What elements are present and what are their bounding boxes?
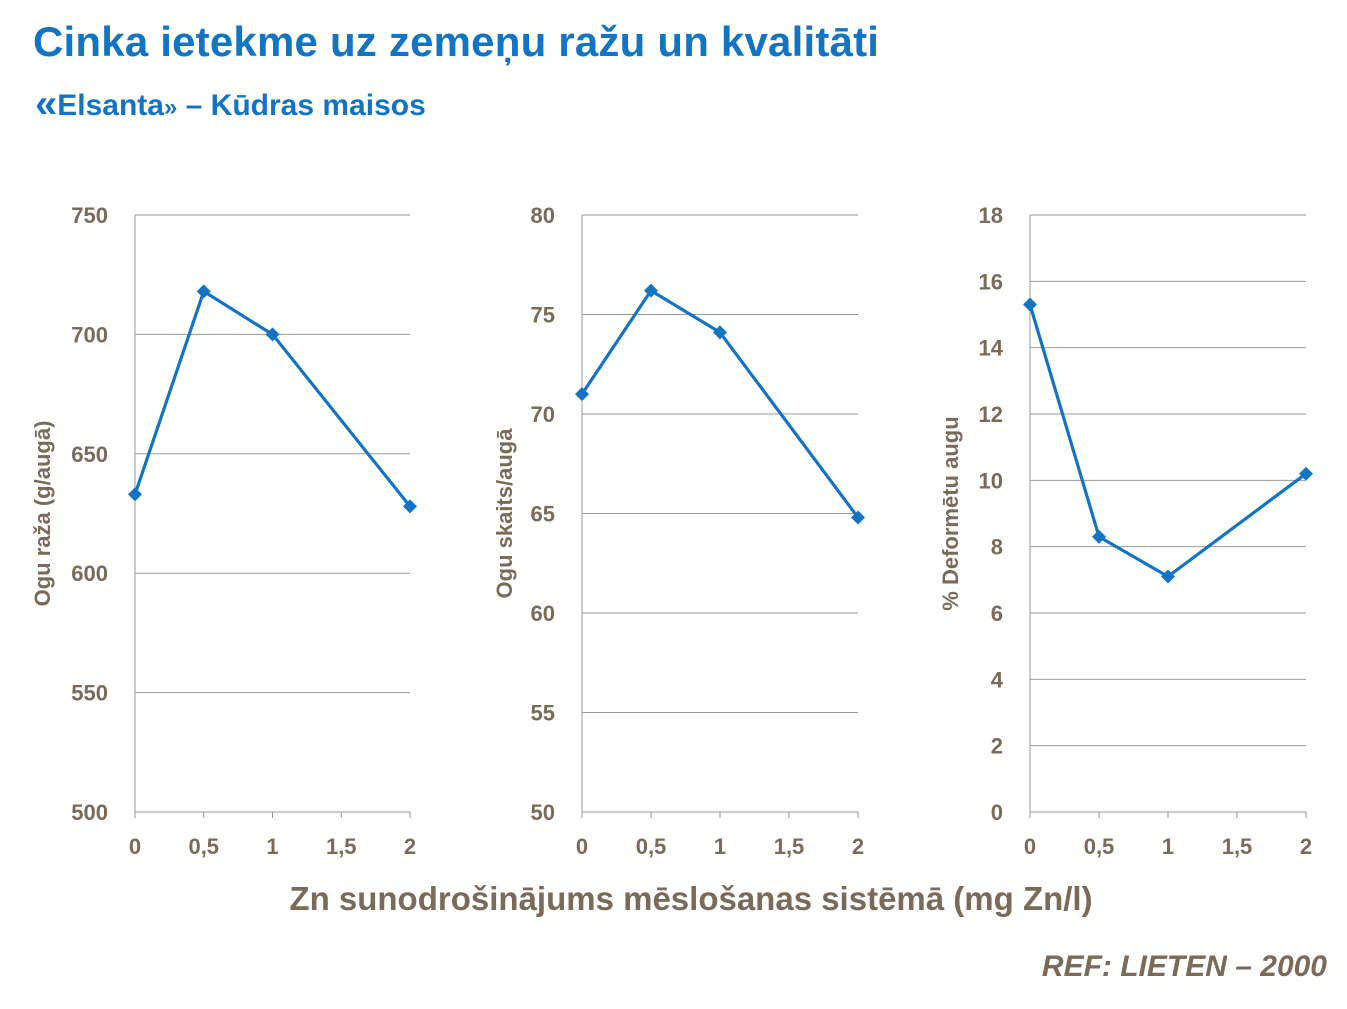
- deformed-x-tick-label: 1: [1162, 834, 1174, 859]
- subtitle-open-quote: «: [35, 82, 58, 126]
- count-series-line: [580, 289, 860, 519]
- deformed-x-tick-label: 1,5: [1222, 834, 1253, 859]
- deformed-x-tick-label: 2: [1300, 834, 1312, 859]
- shared-x-axis-label: Zn sunodrošinājums mēslošanas sistēmā (m…: [289, 880, 1093, 917]
- subtitle-variety: Elsanta: [57, 89, 164, 122]
- deformed-y-tick-label: 2: [991, 734, 1003, 759]
- chart-berry-count: 50 55 60 65 70 75 80 0 0,5 1 1,5 2 Ogu skaits/augā: [492, 203, 865, 859]
- yield-x-tick-label: 1,5: [326, 834, 357, 859]
- chart-deformed-plants: 0 2 4 6 8 10 12 14 16 18 0 0,5 1 1,5 2 % Deformētu augu: [938, 203, 1313, 859]
- deformed-x-tick-label: 0,5: [1084, 834, 1115, 859]
- deformed-y-tick-label: 10: [979, 468, 1003, 493]
- yield-y-tick-label: 500: [71, 800, 108, 825]
- deformed-y-tick-label: 4: [991, 667, 1004, 692]
- yield-y-axis-label: Ogu raža (g/augā): [30, 421, 55, 607]
- yield-y-tick-label: 700: [71, 322, 108, 347]
- yield-y-tick-label: 650: [71, 442, 108, 467]
- count-y-axis-label: Ogu skaits/augā: [492, 428, 517, 599]
- count-y-tick-label: 75: [531, 303, 555, 328]
- deformed-data-point: [1023, 297, 1037, 312]
- subtitle-close-quote: »: [163, 94, 178, 121]
- yield-data-point: [265, 327, 280, 342]
- count-y-tick-label: 60: [531, 601, 555, 626]
- deformed-y-tick-label: 6: [991, 601, 1003, 626]
- count-data-point: [575, 387, 589, 402]
- deformed-data-point: [1161, 569, 1175, 584]
- count-x-tick-label: 2: [852, 834, 864, 859]
- deformed-y-axis-label: % Deformētu augu: [938, 416, 963, 610]
- deformed-y-tick-label: 0: [991, 800, 1003, 825]
- yield-x-tick-label: 2: [404, 834, 416, 859]
- deformed-y-tick-label: 18: [979, 203, 1003, 228]
- slide-subtitle: «Elsanta» – Kūdras maisos: [35, 82, 426, 127]
- deformed-y-tick-label: 14: [979, 336, 1004, 361]
- yield-x-tick-label: 0,5: [188, 834, 219, 859]
- yield-y-tick-label: 750: [71, 203, 108, 228]
- deformed-x-tick-label: 0: [1024, 834, 1036, 859]
- deformed-y-tick-label: 12: [979, 402, 1003, 427]
- yield-y-tick-label: 600: [71, 561, 108, 586]
- count-y-tick-label: 80: [531, 203, 555, 228]
- deformed-series-line: [1028, 304, 1307, 579]
- count-x-tick-label: 0,5: [636, 834, 667, 859]
- count-data-point: [851, 510, 865, 525]
- count-x-tick-label: 1: [714, 834, 726, 859]
- count-y-tick-label: 55: [531, 701, 555, 726]
- count-x-tick-label: 1,5: [774, 834, 805, 859]
- deformed-y-tick-label: 8: [991, 535, 1003, 560]
- count-x-tick-label: 0: [576, 834, 588, 859]
- slide-title: Cinka ietekme uz zemeņu ražu un kvalitāt…: [33, 18, 880, 65]
- yield-data-point: [196, 284, 211, 299]
- yield-series-line: [133, 289, 412, 508]
- count-data-point: [713, 325, 727, 340]
- yield-y-tick-label: 550: [71, 681, 108, 706]
- yield-x-tick-label: 0: [129, 834, 141, 859]
- yield-data-point: [403, 499, 417, 514]
- yield-x-tick-label: 1: [266, 834, 278, 859]
- chart-yield: 500 550 600 650 700 750 0 0,5 1 1,5 2 Ogu raža (g/a…: [30, 203, 417, 859]
- deformed-data-point: [1299, 466, 1313, 481]
- yield-data-point: [128, 487, 142, 502]
- subtitle-rest: – Kūdras maisos: [177, 89, 426, 122]
- deformed-data-point: [1092, 529, 1106, 544]
- deformed-y-tick-label: 16: [979, 269, 1003, 294]
- count-y-tick-label: 65: [531, 502, 555, 527]
- count-y-tick-label: 70: [531, 402, 555, 427]
- count-y-tick-label: 50: [531, 800, 555, 825]
- count-data-point: [644, 283, 658, 298]
- reference-note: REF: LIETEN – 2000: [1041, 950, 1327, 983]
